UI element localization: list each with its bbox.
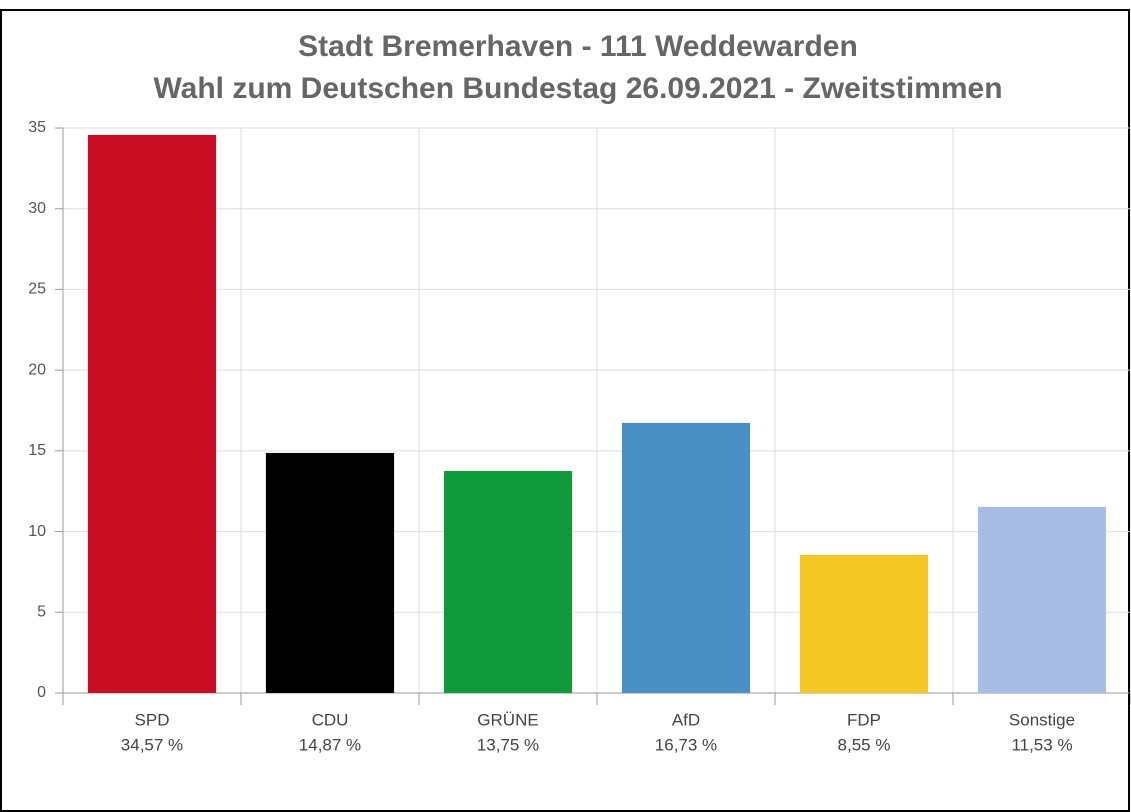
x-tick-label: CDU [312,710,349,729]
value-label: 14,87 % [299,735,361,754]
y-tick-label: 20 [28,361,46,378]
y-tick-label: 35 [28,119,46,136]
x-tick-label: AfD [672,710,700,729]
y-tick-label: 10 [28,523,46,540]
x-tick-label: SPD [135,710,170,729]
chart-title: Wahl zum Deutschen Bundestag 26.09.2021 … [153,72,1002,105]
x-tick-label: FDP [847,710,881,729]
x-tick-label: Sonstige [1009,710,1075,729]
frame [0,9,1130,812]
x-tick-label: GRÜNE [477,710,538,729]
y-tick-label: 25 [28,281,46,298]
bar [443,471,573,693]
y-tick-label: 15 [28,442,46,459]
y-tick-label: 30 [28,200,46,217]
bar [977,506,1107,693]
bar [799,554,929,693]
bar [87,134,217,694]
value-label: 16,73 % [655,735,717,754]
bar [621,422,751,693]
value-label: 34,57 % [121,735,183,754]
value-label: 8,55 % [838,735,891,754]
value-label: 11,53 % [1011,735,1072,754]
chart-title: Stadt Bremerhaven - 111 Weddewarden [298,30,858,63]
bar [265,452,395,693]
value-label: 13,75 % [477,735,539,754]
y-tick-label: 0 [37,684,46,701]
y-tick-label: 5 [37,604,46,621]
